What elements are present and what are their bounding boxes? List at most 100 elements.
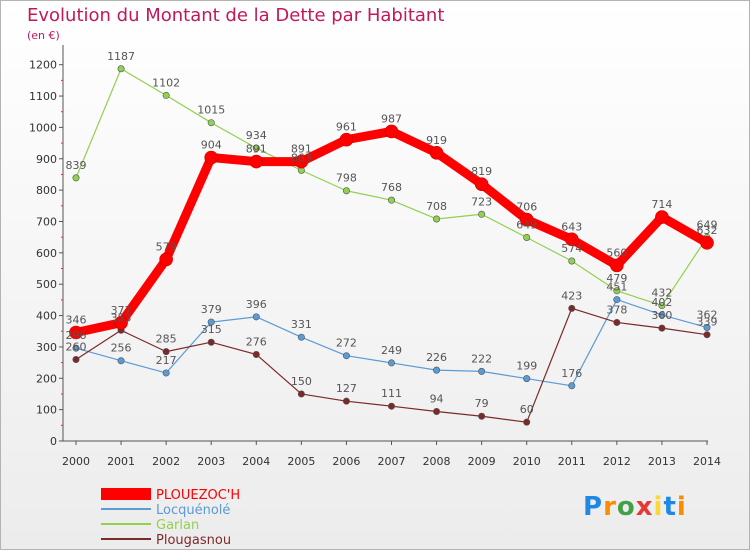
data-point <box>162 348 170 356</box>
logo-letter: i <box>676 492 687 522</box>
legend-swatch <box>101 523 151 525</box>
data-point <box>478 210 486 218</box>
data-label: 79 <box>475 397 489 410</box>
x-tick-label: 2005 <box>287 455 315 468</box>
chart-unit: (en €) <box>27 29 60 42</box>
legend-label: Garlan <box>156 518 199 533</box>
x-tick-label: 2013 <box>648 455 676 468</box>
data-point <box>384 124 399 139</box>
data-label: 362 <box>697 308 718 321</box>
data-point <box>703 323 711 331</box>
data-label: 199 <box>516 360 537 373</box>
data-label: 111 <box>381 387 402 400</box>
data-label: 353 <box>111 311 132 324</box>
data-label: 839 <box>66 159 87 172</box>
data-point <box>658 324 666 332</box>
data-point <box>252 144 260 152</box>
y-tick-label: 1100 <box>29 90 57 103</box>
data-label: 961 <box>336 121 357 134</box>
data-point <box>117 65 125 73</box>
data-label: 768 <box>381 181 402 194</box>
data-point <box>658 302 666 310</box>
data-point <box>523 418 531 426</box>
data-point <box>72 174 80 182</box>
legend-label: Locquénolé <box>156 503 230 518</box>
data-label: 285 <box>156 333 177 346</box>
legend-label: PLOUEZOC'H <box>156 488 240 503</box>
data-point <box>387 402 395 410</box>
data-point <box>204 150 219 165</box>
data-label: 891 <box>291 143 312 156</box>
data-point <box>162 91 170 99</box>
y-tick-label: 700 <box>36 215 57 228</box>
data-point <box>703 331 711 339</box>
data-point <box>252 350 260 358</box>
data-point <box>433 215 441 223</box>
data-point <box>658 311 666 319</box>
y-tick-label: 0 <box>50 435 57 448</box>
y-tick-label: 300 <box>36 341 57 354</box>
data-label: 479 <box>606 272 627 285</box>
data-label: 708 <box>426 200 447 213</box>
data-label: 150 <box>291 375 312 388</box>
data-point <box>342 187 350 195</box>
y-tick-label: 400 <box>36 310 57 323</box>
data-label: 60 <box>520 403 534 416</box>
data-label: 891 <box>246 143 267 156</box>
logo-letter: x <box>635 492 654 522</box>
data-point <box>474 177 489 191</box>
data-point <box>433 366 441 374</box>
data-point <box>297 390 305 398</box>
data-point <box>207 119 215 127</box>
data-point <box>249 154 264 169</box>
data-point <box>342 352 350 360</box>
data-point <box>568 304 576 312</box>
data-label: 176 <box>561 367 582 380</box>
data-point <box>252 313 260 321</box>
data-label: 360 <box>651 309 672 322</box>
data-label: 296 <box>66 329 87 342</box>
data-point <box>72 355 80 363</box>
data-point <box>159 252 173 267</box>
data-point <box>342 397 350 405</box>
data-label: 904 <box>201 139 222 152</box>
legend-swatch <box>101 508 151 510</box>
x-tick-label: 2006 <box>332 455 360 468</box>
data-label: 1015 <box>197 104 225 117</box>
y-tick-label: 600 <box>36 247 57 260</box>
data-point <box>613 318 621 326</box>
y-tick-label: 100 <box>36 404 57 417</box>
data-label: 402 <box>651 296 672 309</box>
data-label: 819 <box>471 165 492 178</box>
data-label: 798 <box>336 172 357 185</box>
data-point <box>568 257 576 265</box>
data-label: 346 <box>66 313 87 326</box>
logo-letter: r <box>603 492 617 522</box>
data-point <box>69 325 83 340</box>
logo-letter: P <box>583 492 604 522</box>
x-tick-label: 2007 <box>378 455 406 468</box>
x-tick-label: 2004 <box>242 455 270 468</box>
data-point <box>433 408 441 416</box>
data-point <box>162 369 170 377</box>
data-point <box>297 333 305 341</box>
data-label: 423 <box>561 289 582 302</box>
data-label: 1187 <box>107 50 135 63</box>
y-tick-label: 1000 <box>29 121 57 134</box>
x-tick-label: 2009 <box>468 455 496 468</box>
data-label: 379 <box>201 303 222 316</box>
data-point <box>523 375 531 383</box>
data-label: 217 <box>156 354 177 367</box>
y-tick-label: 500 <box>36 278 57 291</box>
data-label: 331 <box>291 318 312 331</box>
data-label: 222 <box>471 352 492 365</box>
data-label: 276 <box>246 335 267 348</box>
x-tick-label: 2014 <box>693 455 721 468</box>
data-point <box>429 146 444 160</box>
data-point <box>339 132 354 147</box>
data-point <box>294 154 309 169</box>
data-label: 315 <box>201 323 222 336</box>
data-point <box>117 357 125 365</box>
data-label: 127 <box>336 382 357 395</box>
